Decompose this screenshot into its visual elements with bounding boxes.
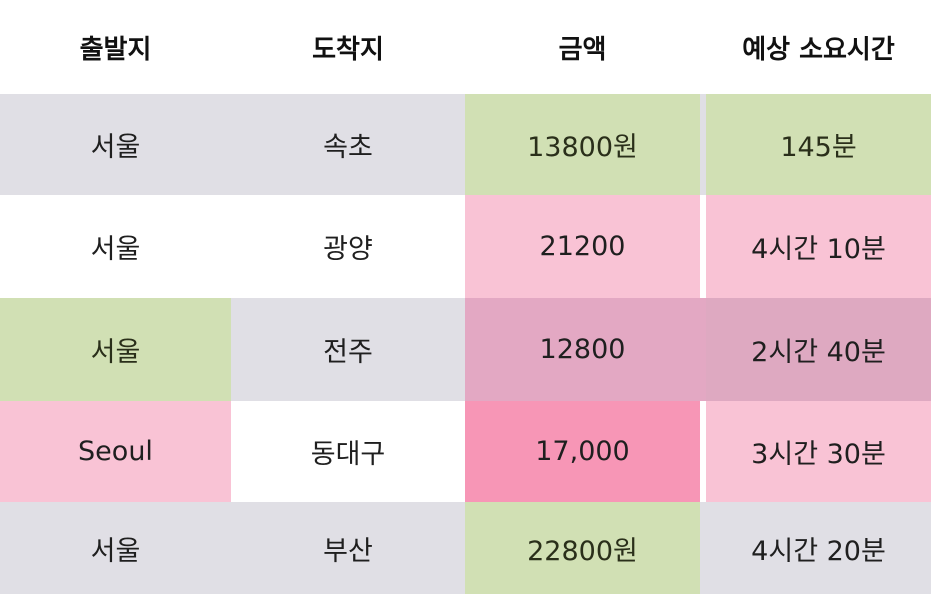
column-gap [700,502,706,594]
table-cell-destination: 부산 [231,502,465,594]
column-gap [700,298,706,401]
table-cell-origin: Seoul [0,401,231,502]
header-destination: 도착지 [312,34,384,65]
table-cell-origin: 서울 [0,298,231,401]
table-cell-destination: 전주 [231,298,465,401]
table-cell-destination: 광양 [231,195,465,298]
table-cell-duration: 4시간 20분 [706,502,931,594]
table-cell-duration: 145분 [706,94,931,195]
table-cell-destination: 동대구 [231,401,465,502]
table-cell-fare: 12800 [465,298,700,401]
header-origin: 출발지 [79,34,152,65]
table-cell-fare: 17,000 [465,401,700,502]
table-cell-fare: 21200 [465,195,700,298]
table-cell-duration: 3시간 30분 [706,401,931,502]
table-cell-origin: 서울 [0,195,231,298]
header-duration: 예상 소요시간 [742,34,895,65]
table-cell-duration: 4시간 10분 [706,195,931,298]
table-cell-destination: 속초 [231,94,465,195]
table-cell-duration: 2시간 40분 [706,298,931,401]
table-cell-fare: 13800원 [465,94,700,195]
header-fare: 금액 [558,34,607,65]
column-gap [700,94,706,195]
table-cell-origin: 서울 [0,502,231,594]
table-cell-fare: 22800원 [465,502,700,594]
table-cell-origin: 서울 [0,94,231,195]
